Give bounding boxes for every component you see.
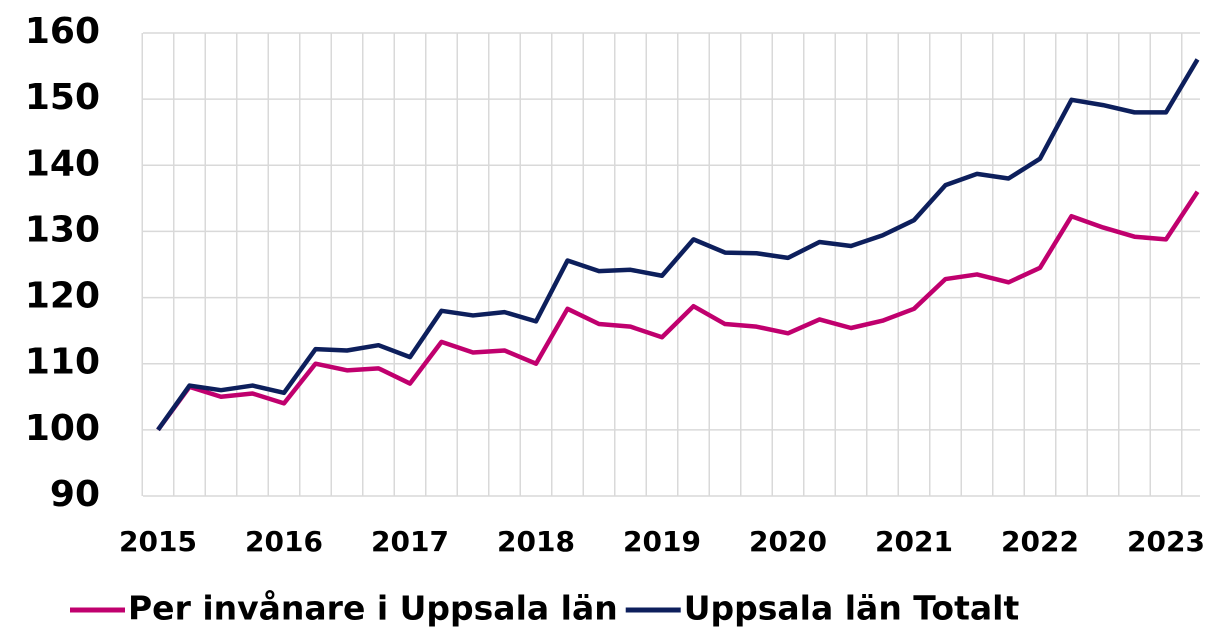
y-tick-label: 100 xyxy=(25,408,100,449)
legend-label: Per invånare i Uppsala län xyxy=(128,589,618,628)
series-line xyxy=(156,58,1200,432)
legend-label: Uppsala län Totalt xyxy=(684,589,1020,628)
x-tick-label: 2020 xyxy=(749,525,827,558)
x-tick-label: 2023 xyxy=(1127,525,1205,558)
y-tick-label: 130 xyxy=(25,209,100,250)
y-tick-label: 90 xyxy=(50,474,100,515)
x-tick-label: 2017 xyxy=(371,525,449,558)
y-tick-label: 160 xyxy=(25,11,100,52)
x-tick-label: 2016 xyxy=(245,525,323,558)
x-tick-label: 2015 xyxy=(119,525,197,558)
x-tick-label: 2019 xyxy=(623,525,701,558)
y-tick-label: 110 xyxy=(25,342,100,383)
x-tick-label: 2018 xyxy=(497,525,575,558)
y-tick-label: 150 xyxy=(25,77,100,118)
x-tick-label: 2021 xyxy=(875,525,953,558)
y-tick-label: 120 xyxy=(25,276,100,317)
series-line xyxy=(156,190,1200,432)
x-tick-label: 2022 xyxy=(1001,525,1079,558)
y-tick-label: 140 xyxy=(25,143,100,184)
